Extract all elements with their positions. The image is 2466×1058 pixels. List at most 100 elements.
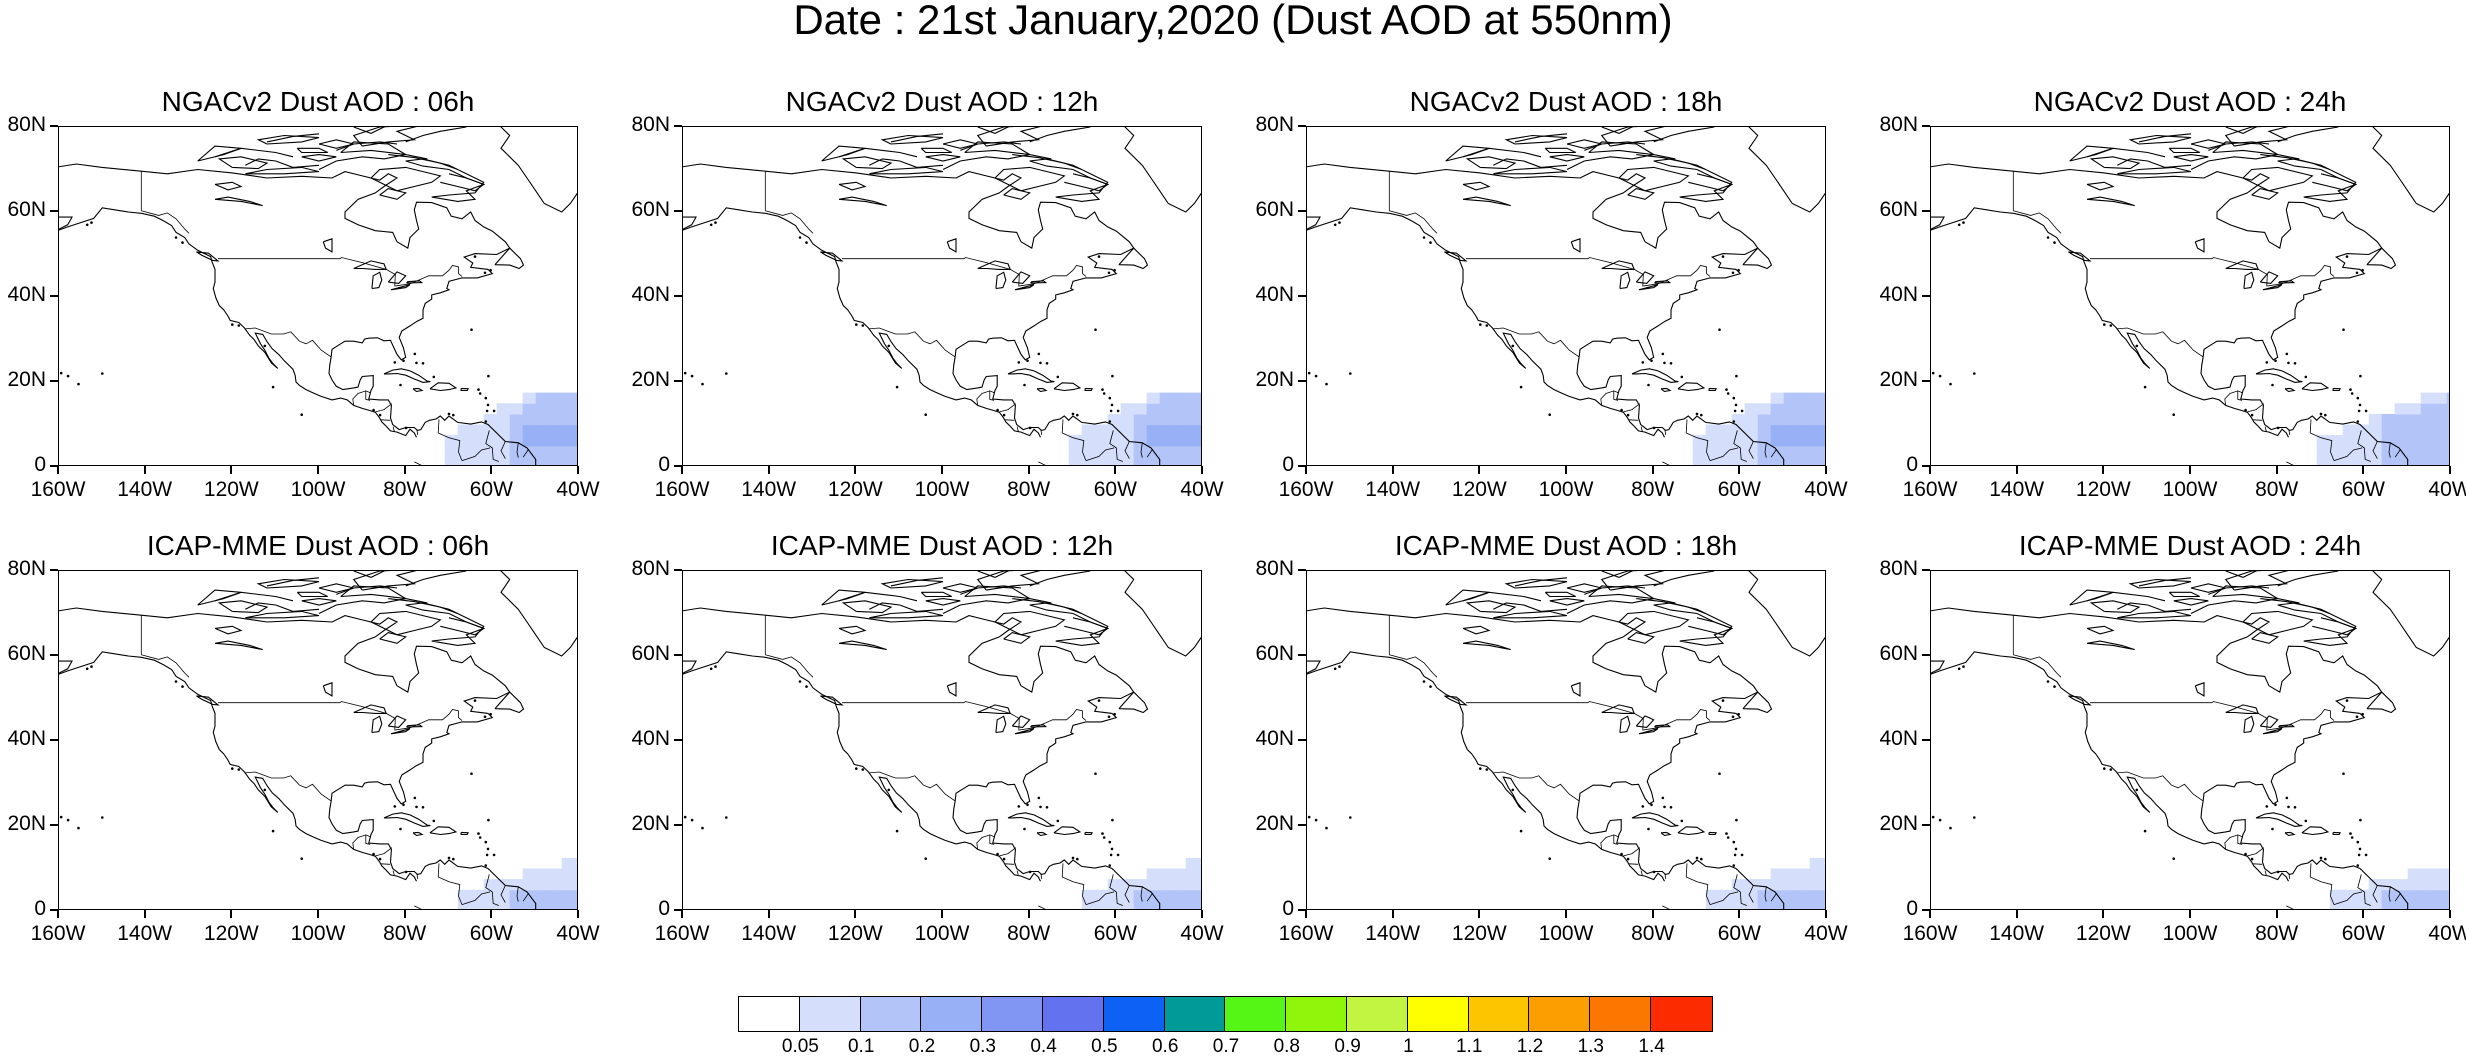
lon-tick-label: 140W [1365,478,1421,501]
dust-cell [2433,413,2448,426]
dust-cell [1822,403,1825,415]
lat-tick [674,569,682,571]
dust-cell [561,889,576,901]
country-border [1061,419,1087,461]
small-island [2046,236,2050,239]
dust-cell [2433,868,2448,880]
small-island [1620,408,1623,412]
lake [2086,181,2115,191]
small-island [1037,796,1041,800]
island [2255,368,2303,383]
small-island [1333,667,1337,671]
lon-tick [2102,466,2105,474]
country-border [1140,442,1143,458]
lon-tick-label: 100W [290,922,346,945]
arctic-island [2224,127,2289,147]
small-island [895,829,899,833]
island [2284,831,2296,836]
dust-cell [1744,413,1759,426]
dust-cell [2433,879,2448,891]
lon-tick [1305,910,1307,918]
dust-cell [457,424,472,436]
small-island [725,816,728,819]
lat-tick-label: 80N [1255,557,1294,580]
dust-cell [535,456,550,465]
small-island [725,372,728,375]
dust-cell [2407,900,2422,909]
small-island [2135,788,2139,792]
coastline-arctic [245,158,320,168]
lake [1635,271,1655,284]
dust-cell [1172,879,1187,891]
small-island [1094,328,1097,331]
dust-cell [2381,435,2396,447]
lon-tick [854,466,857,474]
lat-tick [1298,465,1306,467]
lon-tick [1651,910,1654,918]
dust-cell [522,392,537,404]
coastline-arctic [1012,598,1082,615]
lon-tick [403,466,406,474]
dust-cell [509,456,524,465]
dust-cell [548,456,563,465]
arctic-island [1549,598,1585,606]
country-border [1664,429,1667,436]
dust-cell [496,456,511,465]
small-island [2103,767,2106,770]
country-border [516,886,519,902]
lon-tick [1027,910,1030,918]
arctic-island [1445,589,1490,606]
island [1631,812,1679,827]
dust-cell [1757,879,1772,891]
figure-title: Date : 21st January,2020 (Dust AOD at 55… [793,0,1673,43]
small-island [895,385,899,389]
lake [1462,196,1511,207]
island [2301,826,2330,836]
dust-cell [1744,879,1759,891]
lat-tick-label: 80N [1255,113,1294,136]
country-border [2237,834,2243,845]
map-canvas [683,571,1201,909]
dust-cell [548,435,563,447]
small-island [1485,324,1489,327]
dust-cell [1705,889,1720,901]
colorbar-label: 1 [1403,1036,1414,1057]
arctic-island [869,610,944,619]
small-island [1485,768,1489,771]
lon-tick [1929,466,1931,474]
small-island [492,853,496,857]
dust-cell [2355,900,2370,909]
country-border [2224,390,2243,406]
small-island [1037,352,1041,356]
lake [2086,196,2135,207]
small-island [485,409,489,413]
dust-cell [1822,879,1825,891]
arctic-island [296,147,328,154]
country-border [2372,441,2378,459]
lon-tick-label: 40W [2428,478,2466,501]
dust-cell [2433,889,2448,901]
lat-tick-label: 20N [1255,368,1294,391]
dust-cell [1796,413,1811,426]
lon-tick-label: 100W [2162,478,2218,501]
dust-cell [574,857,577,870]
island [1742,691,1773,714]
lake [322,238,333,253]
dust-cell [522,424,537,436]
dust-cell [1783,456,1798,465]
small-island [1735,818,1738,822]
lon-tick-label: 120W [1451,922,1507,945]
dust-cell [522,435,537,447]
map-panel [1306,570,1826,910]
country-border [141,210,190,234]
coastline [683,607,1161,909]
lon-tick-label: 160W [1902,922,1958,945]
small-island [2103,323,2106,326]
small-island [2053,241,2056,244]
dust-cell [1172,456,1187,465]
small-island [690,374,694,378]
dust-cell [1159,900,1174,909]
lat-tick [1922,824,1930,826]
dust-cell [561,392,576,404]
lon-tick-label: 100W [914,922,970,945]
